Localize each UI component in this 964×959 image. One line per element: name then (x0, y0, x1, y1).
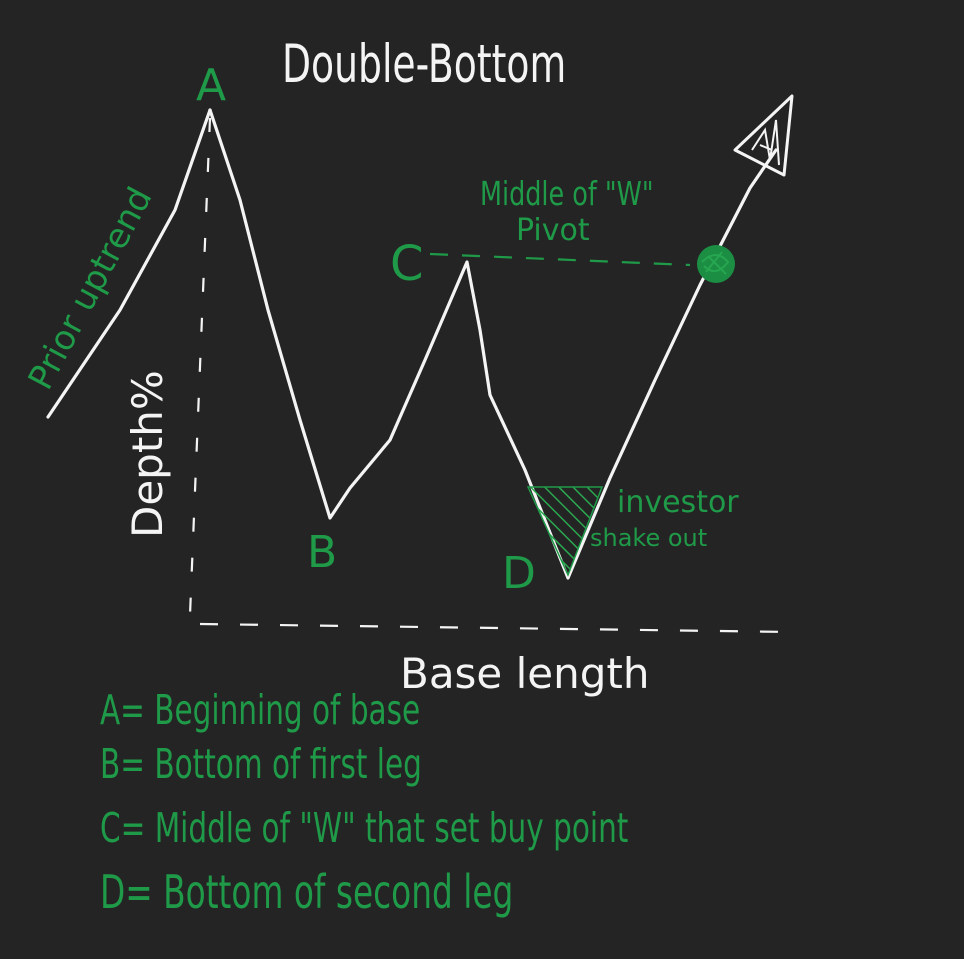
pivot-label-line2: Pivot (516, 213, 590, 248)
w-pattern-line (208, 108, 778, 580)
shakeout-label-line2: shake out (590, 524, 707, 552)
legend-item-d: D= Bottom of second leg (100, 867, 513, 920)
arrowhead-scribble (751, 119, 780, 166)
base-length-label: Base length (400, 649, 650, 698)
point-label-c: C (390, 236, 424, 292)
point-label-a: A (196, 60, 226, 111)
prior-uptrend-label: Prior uptrend (21, 181, 161, 396)
legend-item-a: A= Beginning of base (100, 687, 420, 734)
shakeout-area (526, 486, 604, 577)
buy-point-scribble (701, 251, 730, 275)
pivot-label-line1: Middle of "W" (480, 175, 654, 213)
shakeout-label-line1: investor (617, 485, 739, 520)
prior-uptrend-line (46, 108, 212, 419)
base-dashed-line (199, 622, 793, 634)
depth-dashed-line (188, 117, 212, 616)
point-label-d: D (502, 548, 536, 599)
title: Double-Bottom (282, 32, 566, 94)
depth-label: Depth% (123, 370, 172, 538)
legend-item-b: B= Bottom of first leg (100, 741, 422, 788)
arrowhead (733, 94, 794, 177)
legend-item-c: C= Middle of "W" that set buy point (100, 805, 628, 852)
point-label-b: B (307, 527, 337, 578)
pivot-dashed-line (429, 252, 691, 267)
